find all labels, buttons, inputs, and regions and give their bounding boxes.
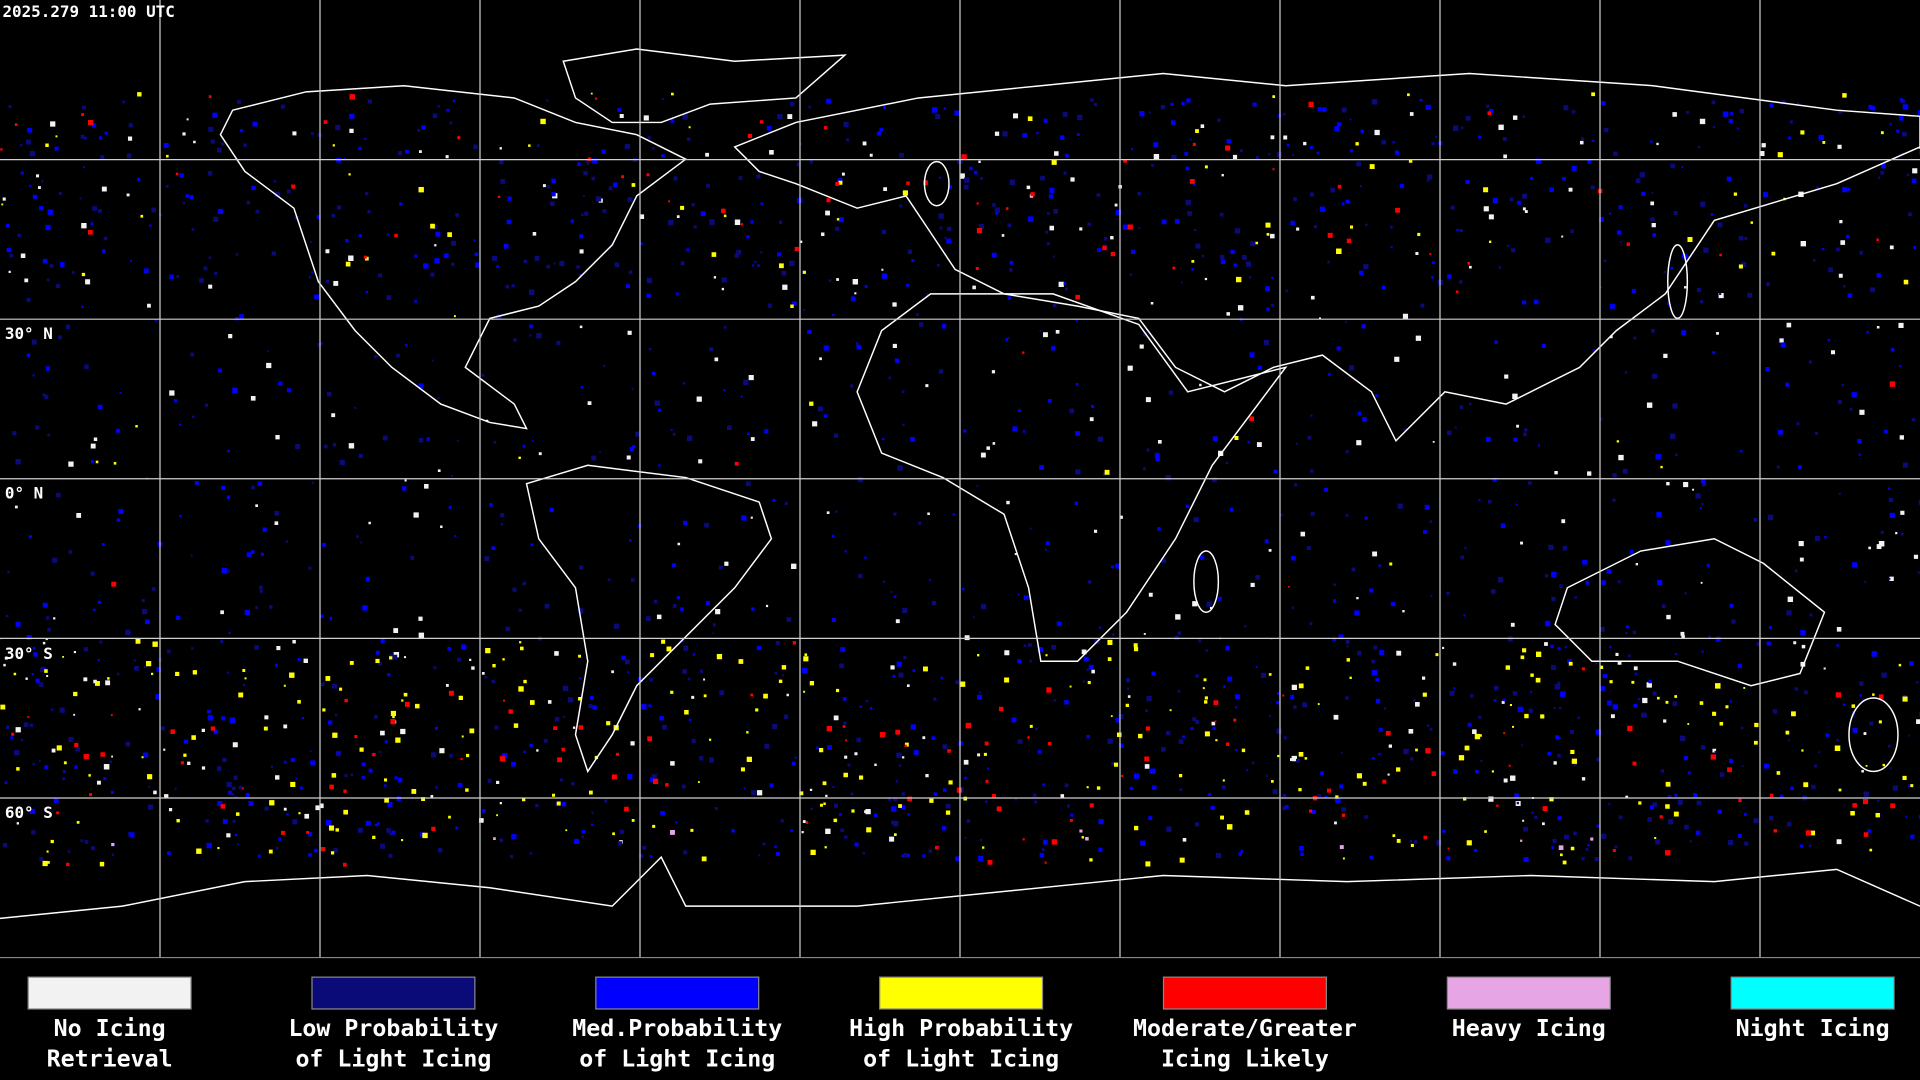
lat-label: 30° S xyxy=(5,644,53,663)
legend-label: Night Icing xyxy=(1736,1015,1890,1042)
graticule xyxy=(0,0,1920,959)
legend-label: Med.Probability xyxy=(572,1015,782,1042)
coastlines xyxy=(0,48,1920,920)
legend-label: Retrieval xyxy=(47,1046,173,1073)
coastline xyxy=(562,48,847,124)
coastline xyxy=(1554,538,1826,687)
lat-label: 0° N xyxy=(5,483,43,502)
legend-label: Icing Likely xyxy=(1161,1046,1329,1073)
coastline xyxy=(525,464,773,774)
legend-swatch xyxy=(1446,976,1611,1010)
coastline xyxy=(856,293,1288,662)
legend-label: of Light Icing xyxy=(295,1046,491,1073)
coastline xyxy=(0,855,1920,920)
legend-swatch xyxy=(879,976,1044,1010)
legend-label: Low Probability xyxy=(288,1015,498,1042)
legend-swatch xyxy=(595,976,760,1010)
legend-label: of Light Icing xyxy=(863,1046,1059,1073)
lat-label: 30° N xyxy=(5,324,53,343)
legend-label: Heavy Icing xyxy=(1452,1015,1606,1042)
legend-label: High Probability xyxy=(849,1015,1073,1042)
legend-label: No Icing xyxy=(54,1015,166,1042)
coastline xyxy=(1848,697,1899,773)
legend-swatch xyxy=(311,976,476,1010)
legend-swatch xyxy=(1730,976,1895,1010)
lat-label: 60° S xyxy=(5,803,53,822)
legend-label: of Light Icing xyxy=(579,1046,775,1073)
legend: No Icing Retrieval Low Probability of Light… xyxy=(27,976,1895,1073)
coastline xyxy=(733,72,1920,443)
legend-swatch xyxy=(27,976,192,1010)
legend-swatch xyxy=(1162,976,1327,1010)
timestamp: 2025.279 11:00 UTC xyxy=(2,2,174,21)
coastline xyxy=(1667,244,1689,320)
coastline xyxy=(923,160,950,207)
legend-label: Moderate/Greater xyxy=(1133,1015,1357,1042)
coastline xyxy=(1193,550,1220,613)
coastline xyxy=(219,84,688,430)
